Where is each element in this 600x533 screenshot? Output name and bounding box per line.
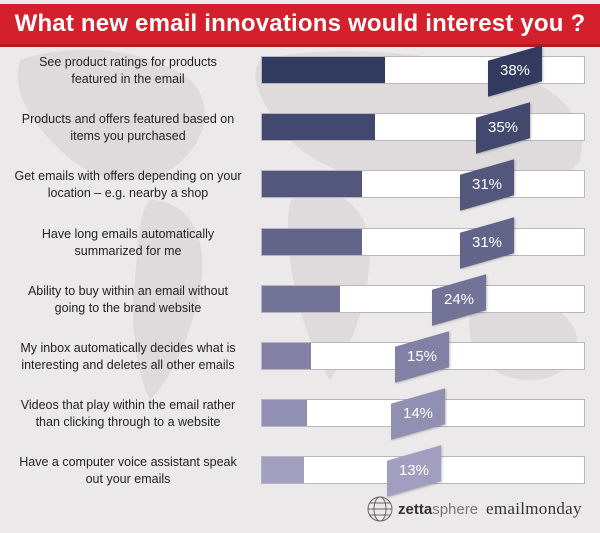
bar-fill	[262, 228, 363, 255]
bar-fill	[262, 457, 305, 484]
bar-row: Get emails with offers depending on your…	[0, 159, 600, 218]
value-label: 31%	[459, 216, 514, 269]
bar-track: 13%	[261, 445, 585, 498]
bar-track: 15%	[261, 331, 585, 383]
emailmonday-logo: emailmonday	[486, 499, 582, 518]
bar-row: Have a computer voice assistant speak out…	[0, 445, 600, 504]
value-label: 15%	[395, 331, 450, 383]
bar-label-line: items you purchased	[70, 129, 186, 144]
bar-label: Have long emails automatically summarized…	[8, 226, 248, 260]
bar-label-line: Videos that play within the email rather	[20, 398, 236, 413]
bar-label-line: than clicking through to a website	[35, 415, 221, 430]
value-label: 35%	[476, 102, 530, 154]
bar-row: Have long emails automatically summarized…	[0, 216, 600, 276]
bar-label: Products and offers featured based on ite…	[8, 111, 248, 145]
bar-track: 14%	[261, 388, 585, 440]
value-label: 31%	[459, 159, 514, 212]
bar-label-line: Have long emails automatically	[41, 226, 215, 241]
bar-label-line: summarized for me	[74, 243, 182, 258]
bar-label: My inbox automatically decides what is in…	[8, 340, 248, 374]
bar-fill	[262, 343, 311, 369]
bar-label-line: Have a computer voice assistant speak	[19, 455, 237, 470]
bar-row: Videos that play within the email rather…	[0, 388, 600, 447]
bar-track: 24%	[261, 274, 585, 326]
bar-label-line: location – e.g. nearby a shop	[47, 186, 209, 201]
bar-label-line: Get emails with offers depending on your	[14, 169, 242, 184]
zettasphere-logo: zettasphere	[398, 501, 479, 518]
bar-label: Have a computer voice assistant speak out…	[8, 454, 248, 488]
bar-track: 31%	[261, 159, 585, 212]
bar-row: Products and offers featured based on ite…	[0, 102, 600, 161]
bar-label-line: My inbox automatically decides what is	[20, 341, 236, 355]
bar-fill	[262, 400, 308, 427]
zettasphere-globe-icon	[367, 496, 393, 522]
bar-label: Videos that play within the email rather…	[8, 397, 248, 431]
bar-fill	[262, 114, 376, 141]
bar-label: See product ratings for products featured…	[8, 54, 248, 88]
bar-label-line: interesting and deletes all other emails	[21, 358, 235, 372]
value-label: 14%	[391, 388, 446, 440]
bar-track: 35%	[261, 102, 585, 154]
bar-label: Ability to buy within an email without go…	[8, 283, 248, 317]
bar-label-line: Products and offers featured based on	[21, 112, 235, 127]
bar-track: 38%	[261, 45, 585, 97]
footer-logos: zettasphere emailmonday	[360, 493, 600, 527]
bar-fill	[262, 57, 386, 83]
value-label: 24%	[431, 274, 486, 326]
bar-row: See product ratings for products featured…	[0, 45, 600, 104]
bar-label-line: going to the brand website	[54, 300, 202, 315]
bar-label-line: out your emails	[85, 472, 171, 487]
bar-row: My inbox automatically decides what is in…	[0, 331, 600, 390]
bar-label-line: featured in the email	[71, 72, 185, 86]
bar-track: 31%	[261, 216, 585, 269]
bar-label-line: See product ratings for products	[39, 55, 217, 69]
bar-label-line: Ability to buy within an email without	[27, 283, 229, 298]
bar-label: Get emails with offers depending on your…	[8, 168, 248, 202]
bar-row: Ability to buy within an email without go…	[0, 274, 600, 333]
chart-title: What new email innovations would interes…	[0, 4, 600, 47]
bar-fill	[262, 171, 363, 198]
value-label: 13%	[387, 445, 442, 498]
value-label: 38%	[488, 45, 543, 97]
bar-fill	[262, 285, 340, 312]
